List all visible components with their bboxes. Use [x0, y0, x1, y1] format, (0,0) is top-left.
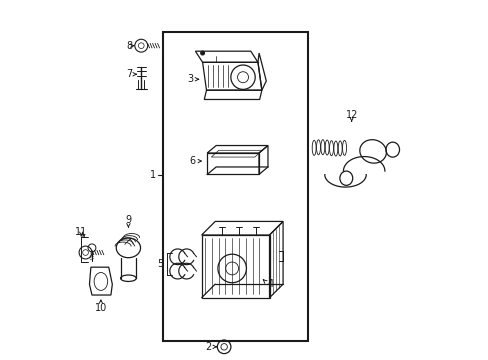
Text: 8: 8 [126, 41, 132, 51]
Text: 3: 3 [187, 74, 193, 84]
Text: 4: 4 [267, 279, 273, 289]
Circle shape [201, 51, 204, 55]
Text: 7: 7 [126, 69, 132, 79]
Text: 6: 6 [189, 156, 195, 166]
Text: 12: 12 [345, 110, 357, 120]
Text: 11: 11 [75, 227, 87, 237]
Text: 2: 2 [205, 342, 211, 352]
Text: 9: 9 [125, 215, 131, 225]
Bar [163, 32, 307, 341]
Text: 5: 5 [157, 259, 163, 269]
Text: 1: 1 [150, 170, 156, 180]
Text: 10: 10 [95, 303, 107, 313]
